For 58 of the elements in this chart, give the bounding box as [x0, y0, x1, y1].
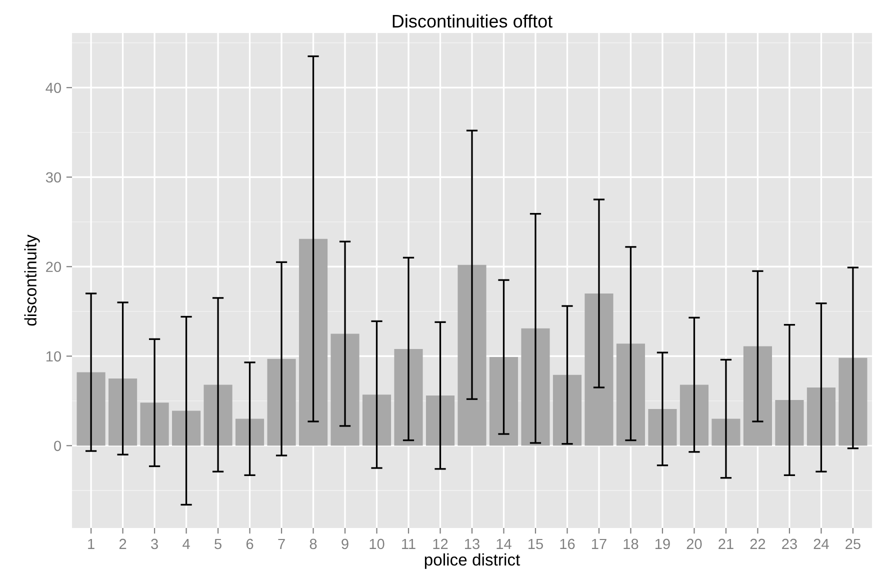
bar — [521, 328, 550, 446]
y-axis-title: discontinuity — [24, 234, 40, 326]
bar — [552, 374, 582, 446]
bar — [204, 384, 232, 446]
x-tick-label: 19 — [655, 538, 670, 550]
x-tick-label: 8 — [310, 538, 317, 550]
bar — [267, 358, 296, 446]
y-tick-label: 20 — [46, 262, 62, 272]
bar — [743, 346, 772, 446]
x-tick-label: 16 — [560, 538, 575, 550]
x-tick-label: 14 — [496, 538, 512, 549]
x-tick-label: 23 — [782, 538, 797, 550]
bar — [394, 348, 423, 446]
bar — [616, 344, 646, 446]
bar — [648, 408, 677, 446]
bar — [298, 238, 328, 446]
bar — [838, 358, 868, 446]
bar — [426, 396, 455, 446]
bar — [172, 410, 201, 446]
x-tick-label: 17 — [592, 538, 606, 549]
x-tick-label: 7 — [278, 538, 285, 549]
bar — [235, 418, 264, 446]
bar — [775, 400, 804, 446]
x-tick-label: 12 — [433, 538, 448, 549]
x-tick-label: 25 — [846, 538, 860, 550]
x-tick-label: 18 — [624, 538, 638, 550]
x-tick-label: 1 — [88, 538, 94, 549]
bar — [806, 387, 836, 446]
bar — [140, 402, 169, 446]
y-tick-label: 30 — [46, 172, 62, 183]
x-tick-label: 2 — [119, 538, 126, 549]
x-tick-label: 22 — [750, 538, 766, 549]
x-tick-label: 10 — [370, 538, 384, 550]
bar — [330, 334, 360, 446]
x-tick-label: 13 — [465, 538, 480, 550]
bar — [584, 293, 614, 446]
y-tick-label: 0 — [54, 440, 62, 452]
chart-title: Discontinuities offtot — [392, 14, 552, 28]
y-tick-label: 40 — [46, 82, 62, 94]
bar — [362, 394, 392, 446]
x-axis-title: police district — [424, 553, 520, 569]
x-tick-label: 3 — [151, 538, 158, 550]
x-tick-label: 4 — [182, 538, 190, 549]
x-tick-label: 15 — [528, 538, 543, 550]
bar — [108, 378, 138, 446]
x-tick-label: 6 — [246, 538, 254, 550]
x-tick-label: 24 — [814, 538, 829, 549]
y-tick-label: 10 — [46, 351, 62, 362]
x-tick-label: 20 — [686, 538, 702, 550]
bar — [76, 372, 106, 446]
bar — [489, 357, 518, 446]
bar — [680, 384, 709, 446]
x-tick-label: 9 — [342, 538, 348, 550]
bar — [458, 264, 486, 446]
x-tick-label: 21 — [718, 538, 734, 549]
x-tick-label: 5 — [214, 538, 222, 550]
bar — [712, 418, 740, 446]
x-tick-label: 11 — [402, 538, 416, 549]
